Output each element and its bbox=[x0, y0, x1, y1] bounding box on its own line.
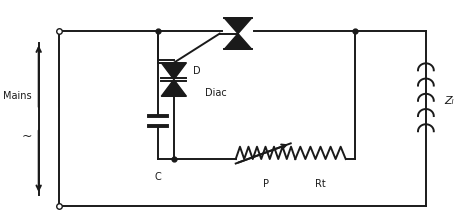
Text: Rt: Rt bbox=[315, 179, 326, 189]
Polygon shape bbox=[161, 63, 186, 80]
Text: P: P bbox=[263, 179, 268, 189]
Polygon shape bbox=[224, 34, 252, 49]
Text: Zₗ: Zₗ bbox=[444, 96, 454, 106]
Polygon shape bbox=[161, 80, 186, 96]
Text: Mains: Mains bbox=[3, 91, 32, 101]
Text: C: C bbox=[155, 172, 161, 183]
Text: D: D bbox=[193, 66, 201, 75]
Polygon shape bbox=[224, 18, 252, 34]
Text: Diac: Diac bbox=[205, 88, 227, 98]
Text: ~: ~ bbox=[21, 130, 32, 143]
